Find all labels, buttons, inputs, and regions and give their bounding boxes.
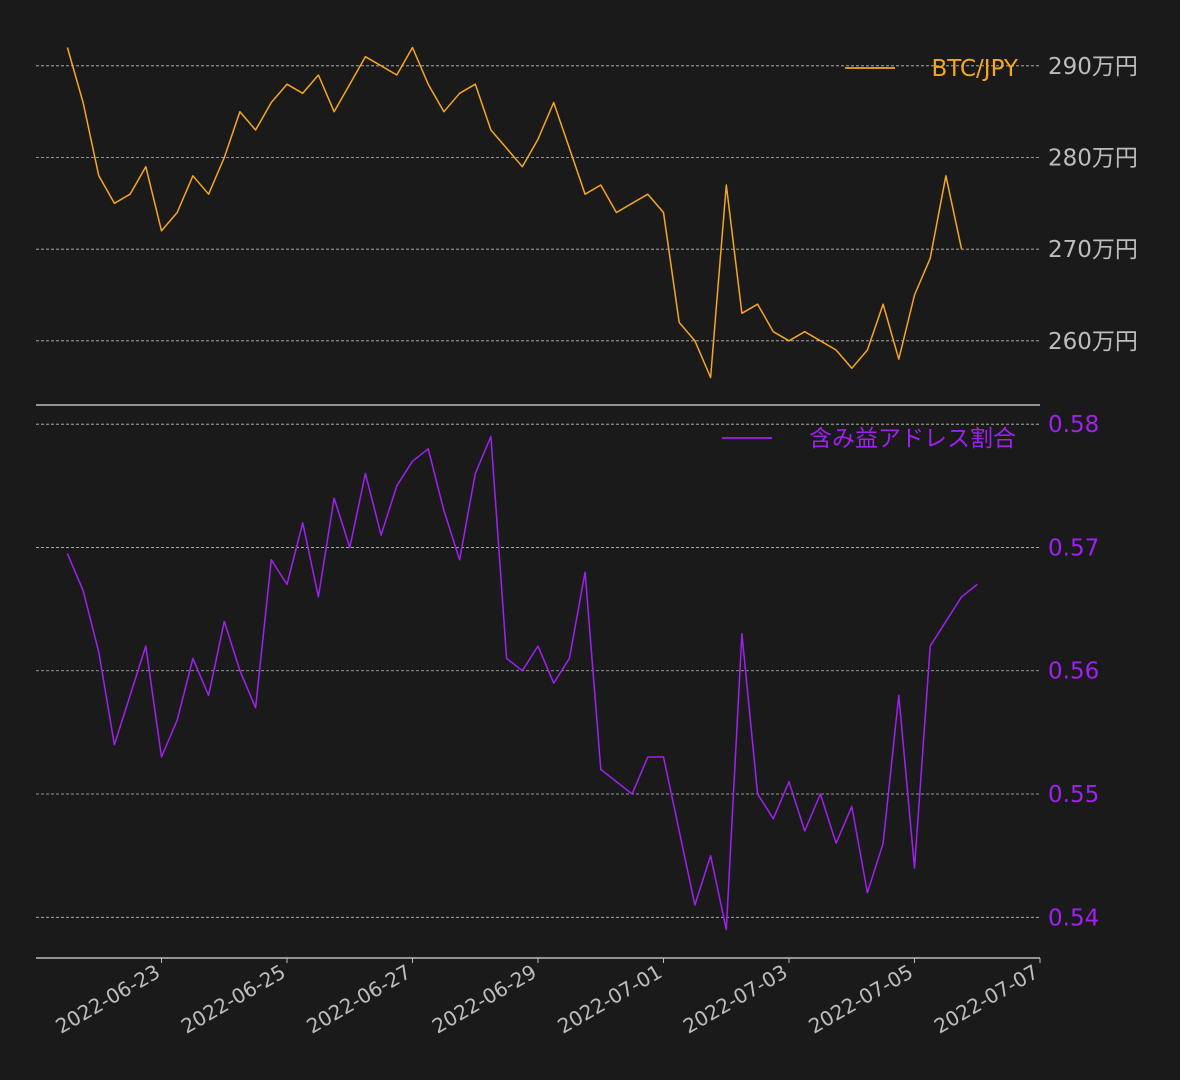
ratio-legend-label: 含み益アドレス割合	[809, 426, 1016, 452]
ratio-y-tick-label: 0.57	[1048, 535, 1099, 561]
ratio-y-tick-label: 0.55	[1048, 782, 1099, 808]
ratio-grid	[36, 423, 1040, 918]
btc-y-tick-label: 290万円	[1048, 54, 1138, 80]
ratio-y-tick-label: 0.56	[1048, 659, 1099, 685]
ratio-y-tick-label: 0.58	[1048, 412, 1099, 438]
btc-y-tick-label: 260万円	[1048, 329, 1138, 355]
profit-address-ratio-line	[66, 435, 978, 931]
btc-grid	[36, 65, 1040, 342]
ratio-legend: 含み益アドレス割合	[722, 426, 1016, 452]
ratio-y-tick-label: 0.54	[1048, 905, 1099, 931]
btc-legend: BTC/JPY	[845, 56, 1019, 82]
btc-y-tick-label: 270万円	[1048, 237, 1138, 263]
btc-legend-label: BTC/JPY	[932, 56, 1019, 82]
ratio-y-tick-labels: 0.58 0.57 0.56 0.55 0.54	[1048, 412, 1099, 931]
btc-jpy-line	[66, 46, 963, 379]
btc-y-tick-label: 280万円	[1048, 146, 1138, 172]
btc-panel: 290万円 280万円 270万円 260万円 BTC/JPY	[36, 46, 1138, 406]
btc-y-tick-labels: 290万円 280万円 270万円 260万円	[1048, 54, 1138, 355]
